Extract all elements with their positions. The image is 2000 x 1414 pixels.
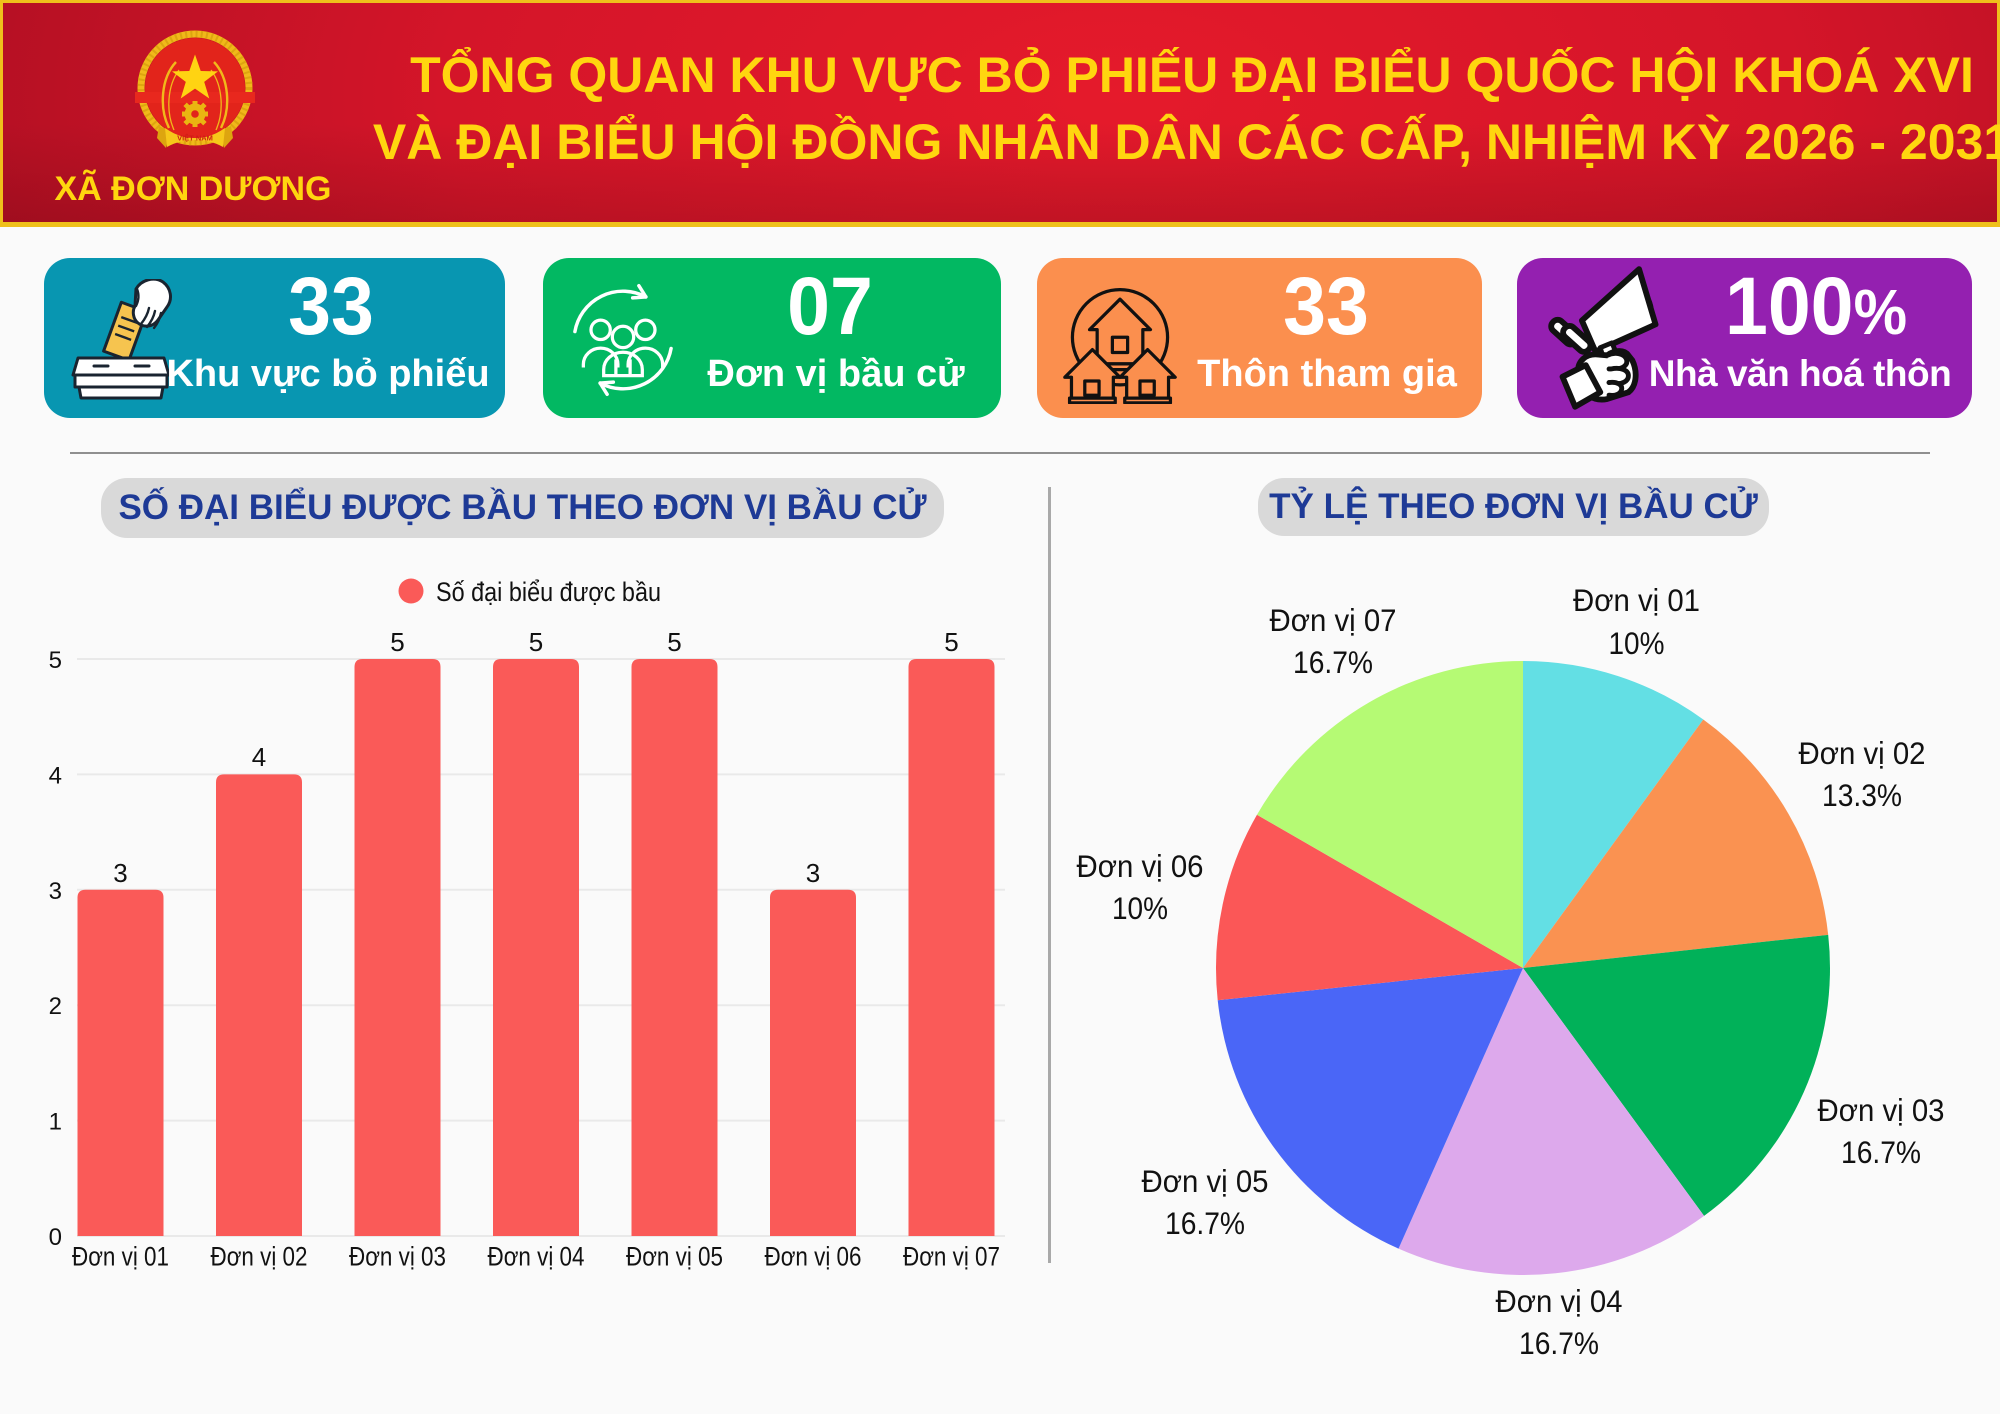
svg-text:2: 2 xyxy=(49,993,62,1020)
svg-text:Đơn vị 06: Đơn vị 06 xyxy=(765,1242,862,1272)
svg-text:Đơn vị 01: Đơn vị 01 xyxy=(72,1242,169,1272)
svg-text:5: 5 xyxy=(390,627,404,657)
svg-text:Đơn vị 05: Đơn vị 05 xyxy=(1142,1163,1269,1199)
svg-text:3: 3 xyxy=(806,858,820,888)
svg-text:16.7%: 16.7% xyxy=(1841,1134,1921,1170)
svg-text:16.7%: 16.7% xyxy=(1165,1205,1245,1241)
svg-text:VIỆT NAM: VIỆT NAM xyxy=(177,134,213,143)
svg-text:Đơn vị 03: Đơn vị 03 xyxy=(1818,1092,1945,1128)
svg-text:5: 5 xyxy=(944,627,958,657)
svg-text:1: 1 xyxy=(49,1109,62,1136)
svg-text:5: 5 xyxy=(529,627,543,657)
svg-text:10%: 10% xyxy=(1609,625,1665,661)
svg-text:16.7%: 16.7% xyxy=(1293,644,1373,680)
svg-text:10%: 10% xyxy=(1112,890,1168,926)
svg-text:3: 3 xyxy=(113,858,127,888)
svg-text:5: 5 xyxy=(49,647,62,674)
svg-text:13.3%: 13.3% xyxy=(1822,777,1902,813)
svg-text:Đơn vị 01: Đơn vị 01 xyxy=(1573,582,1700,618)
svg-text:3: 3 xyxy=(49,878,62,905)
svg-text:5: 5 xyxy=(667,627,681,657)
svg-text:Đơn vị 04: Đơn vị 04 xyxy=(488,1242,585,1272)
svg-text:Đơn vị 06: Đơn vị 06 xyxy=(1077,848,1204,884)
svg-text:Đơn vị 05: Đơn vị 05 xyxy=(626,1242,723,1272)
svg-text:0: 0 xyxy=(49,1224,62,1251)
svg-text:Đơn vị 03: Đơn vị 03 xyxy=(349,1242,446,1272)
svg-text:16.7%: 16.7% xyxy=(1519,1325,1599,1361)
svg-text:Đơn vị 07: Đơn vị 07 xyxy=(1270,602,1397,638)
svg-text:Đơn vị 02: Đơn vị 02 xyxy=(1799,735,1926,771)
svg-text:4: 4 xyxy=(49,762,62,789)
svg-text:Đơn vị 02: Đơn vị 02 xyxy=(211,1242,308,1272)
svg-text:4: 4 xyxy=(252,742,266,772)
svg-text:Đơn vị 07: Đơn vị 07 xyxy=(903,1242,1000,1272)
svg-text:Số đại biểu được bầu: Số đại biểu được bầu xyxy=(436,577,661,607)
svg-text:Đơn vị 04: Đơn vị 04 xyxy=(1496,1283,1623,1319)
